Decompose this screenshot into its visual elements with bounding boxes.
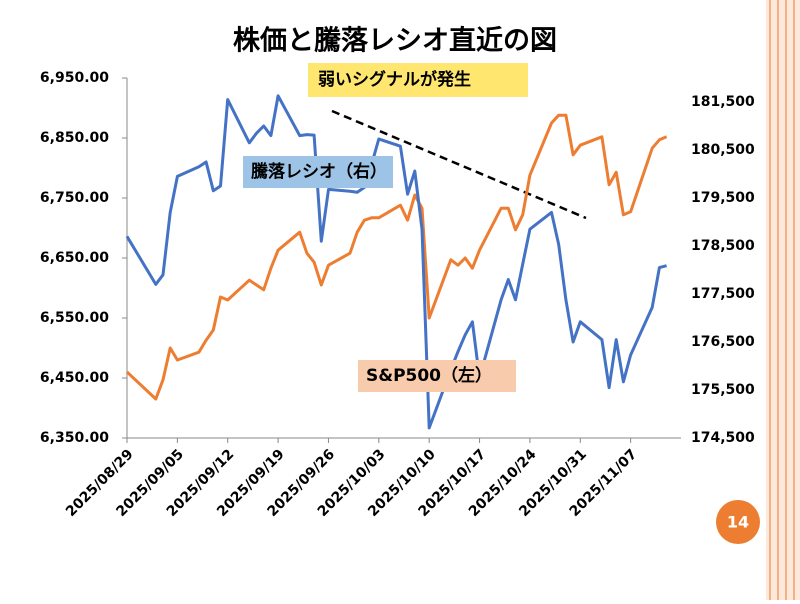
legend-label: 騰落レシオ（右） <box>251 161 387 182</box>
y2-tick-label: 175,500 <box>691 382 755 398</box>
y2-tick-label: 180,500 <box>691 142 755 158</box>
y2-tick-label: 179,500 <box>691 190 755 206</box>
page-badge <box>716 500 760 544</box>
y-tick-label: 6,750.00 <box>40 190 109 206</box>
y-tick-label: 6,450.00 <box>40 370 109 386</box>
y-tick-label: 6,550.00 <box>40 310 109 326</box>
series-label-box <box>358 360 516 392</box>
side-stripes <box>766 0 800 600</box>
y2-tick-label: 178,500 <box>691 238 755 254</box>
series-line <box>125 94 667 430</box>
y2-tick-label: 174,500 <box>691 430 755 446</box>
y2-tick-label: 176,500 <box>691 334 755 350</box>
y2-tick-label: 177,500 <box>691 286 755 302</box>
y-tick-label: 6,850.00 <box>40 130 109 146</box>
legend-label: S&P500（左） <box>366 365 492 386</box>
trend-line <box>331 109 587 220</box>
annotation-box <box>308 63 528 97</box>
annotation: 弱いシグナルが発生 <box>318 69 471 90</box>
series-line <box>125 113 668 401</box>
chart-title: 株価と騰落レシオ直近の図 <box>233 26 557 57</box>
page-number: 14 <box>727 513 749 532</box>
series-label-box <box>243 156 393 188</box>
y-tick-label: 6,950.00 <box>40 70 109 86</box>
y-tick-label: 6,350.00 <box>40 430 109 446</box>
plot: 6,350.00 6,450.00 6,550.00 6,650.00 6,750.00… <box>40 70 755 520</box>
y-tick-label: 6,650.00 <box>40 250 109 266</box>
y2-tick-label: 181,500 <box>691 94 755 110</box>
